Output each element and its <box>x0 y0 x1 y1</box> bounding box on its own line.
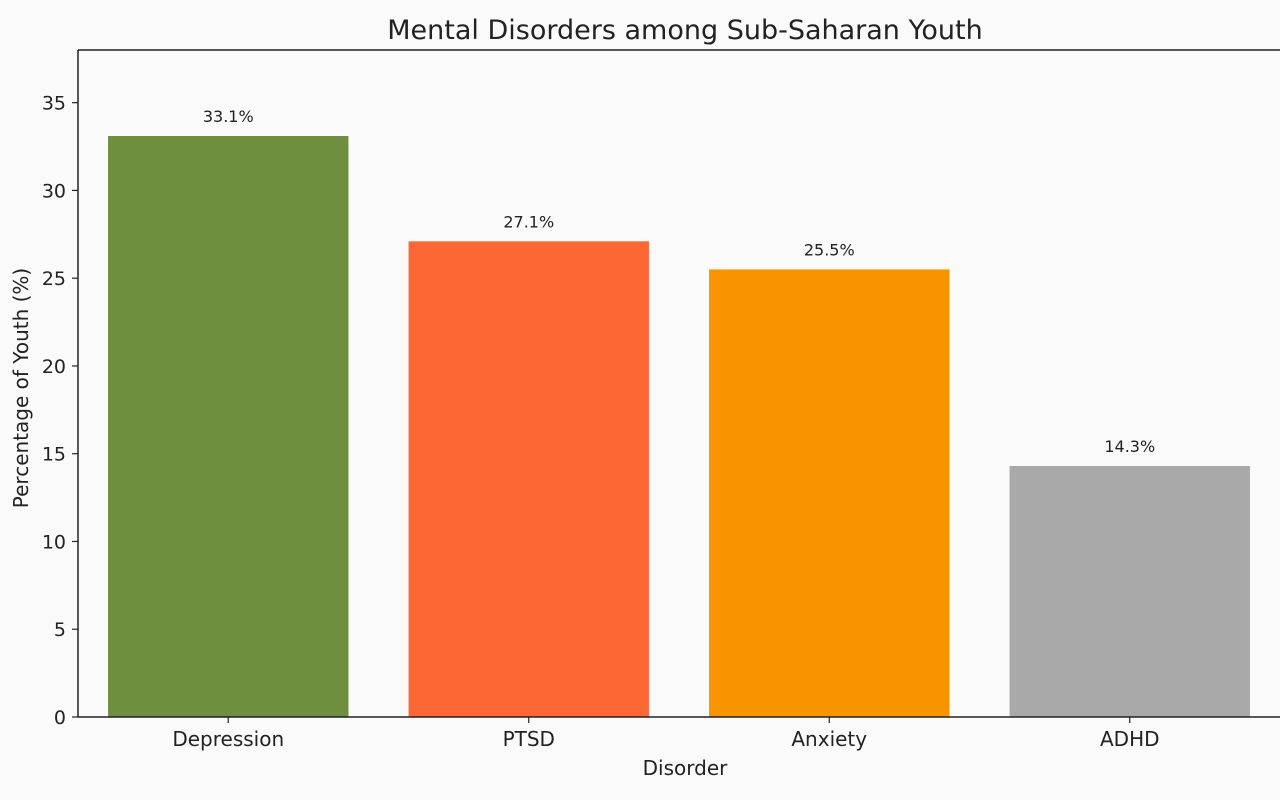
data-label: 33.1% <box>203 107 254 126</box>
y-tick-label: 5 <box>54 619 66 641</box>
bar-series: 33.1% Depression 27.1% PTSD 25.5% Anxiety 14.3… <box>108 107 1250 751</box>
y-tick-label: 15 <box>42 444 66 466</box>
x-tick-label: PTSD <box>503 727 555 751</box>
data-label: 14.3% <box>1104 437 1155 456</box>
x-tick-label: ADHD <box>1100 727 1160 751</box>
y-tick-label: 25 <box>42 268 66 290</box>
y-axis-label: Percentage of Youth (%) <box>9 268 33 508</box>
bar-anxiety <box>709 269 950 717</box>
y-tick-label: 30 <box>42 180 66 202</box>
x-tick-label: Depression <box>172 727 284 751</box>
y-axis: 0 5 10 15 20 25 30 35 <box>42 93 78 729</box>
y-tick-label: 20 <box>42 356 66 378</box>
y-tick-label: 35 <box>42 93 66 115</box>
x-tick-label: Anxiety <box>791 727 867 751</box>
bar-ptsd <box>408 241 649 718</box>
y-tick-label: 10 <box>42 531 66 553</box>
x-axis-label: Disorder <box>643 756 728 780</box>
y-tick-label: 0 <box>54 707 66 729</box>
bar-adhd <box>1009 465 1250 717</box>
data-label: 25.5% <box>804 240 855 259</box>
bar-depression <box>108 136 349 718</box>
chart-title: Mental Disorders among Sub-Saharan Youth <box>387 15 983 46</box>
data-label: 27.1% <box>503 212 554 231</box>
